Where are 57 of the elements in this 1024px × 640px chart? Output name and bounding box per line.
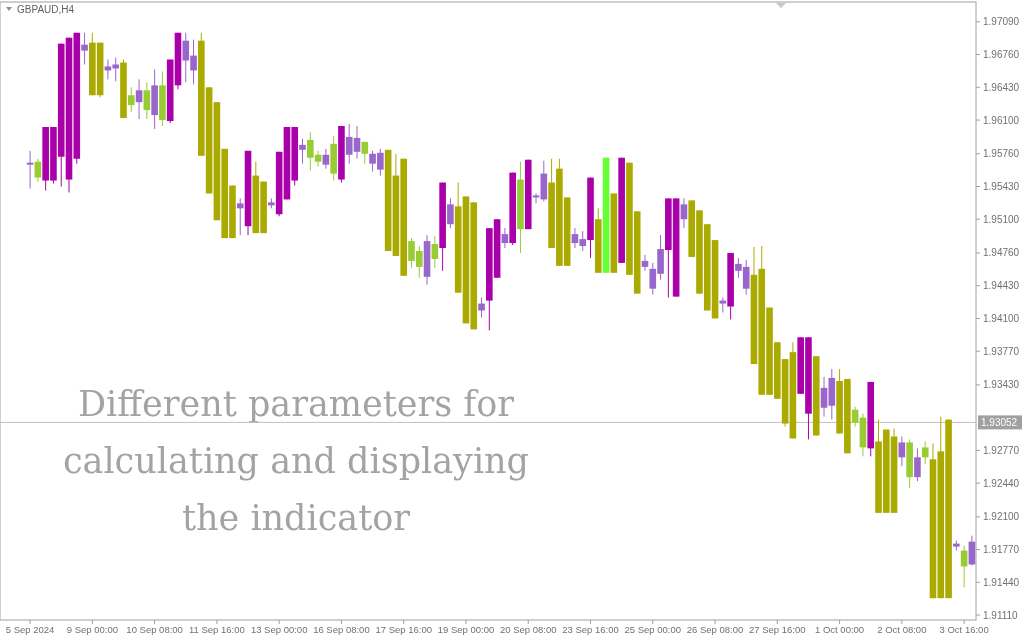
x-tick-label: 3 Oct 16:00 <box>939 624 989 635</box>
x-tick-label: 23 Sep 16:00 <box>562 624 619 635</box>
candlestick <box>532 192 540 204</box>
candlestick <box>898 435 906 467</box>
y-tick-label: 1.93770 <box>983 345 1020 357</box>
y-tick-label: 1.97090 <box>983 16 1020 28</box>
y-tick-label: 1.94760 <box>983 247 1020 259</box>
x-tick-label: 1 Oct 00:00 <box>815 624 865 635</box>
candlestick <box>34 158 42 183</box>
y-tick-label: 1.91110 <box>983 609 1019 621</box>
y-tick-label: 1.91440 <box>983 576 1020 588</box>
y-tick-label: 1.92100 <box>983 511 1020 523</box>
x-tick-label: 16 Sep 08:00 <box>313 624 370 635</box>
ref-line-label: 1.93052 <box>981 416 1018 428</box>
x-tick-label: 5 Sep 2024 <box>5 624 55 635</box>
candlestick <box>501 227 509 249</box>
x-tick-label: 25 Sep 00:00 <box>624 624 682 635</box>
x-tick-label: 19 Sep 00:00 <box>437 624 495 635</box>
candlestick <box>26 150 34 189</box>
candlestick <box>447 197 454 229</box>
candlestick <box>431 235 439 269</box>
x-tick-label: 10 Sep 08:00 <box>126 624 183 635</box>
y-tick-label: 1.95760 <box>983 148 1020 160</box>
y-tick-label: 1.94430 <box>983 280 1020 292</box>
candlestick <box>236 197 244 236</box>
x-tick-label: 2 Oct 08:00 <box>877 624 927 635</box>
x-tick-label: 9 Sep 00:00 <box>66 624 118 635</box>
x-tick-label: 27 Sep 16:00 <box>749 624 806 635</box>
x-tick-label: 13 Sep 00:00 <box>250 624 308 635</box>
y-tick-label: 1.96430 <box>983 81 1020 93</box>
x-tick-label: 11 Sep 16:00 <box>188 624 245 635</box>
candlestick <box>914 447 921 482</box>
y-tick-label: 1.92440 <box>983 477 1020 489</box>
y-tick-label: 1.95100 <box>983 213 1020 225</box>
y-tick-label: 1.92770 <box>983 444 1020 456</box>
candlestick <box>641 254 649 272</box>
candlestick <box>127 86 135 113</box>
x-tick-label: 17 Sep 16:00 <box>375 624 432 635</box>
candlestick <box>143 81 151 120</box>
chart-title: GBPAUD,H4 <box>17 4 75 15</box>
candlestick <box>478 297 485 318</box>
candlestick <box>921 440 929 465</box>
y-tick-label: 1.93430 <box>983 379 1020 391</box>
candlestick <box>81 32 88 65</box>
y-tick-label: 1.96100 <box>983 114 1020 126</box>
y-tick-label: 1.96760 <box>983 49 1020 61</box>
candlestick <box>680 197 688 229</box>
y-tick-label: 1.94100 <box>983 312 1020 324</box>
candlestick <box>322 148 330 170</box>
annotation: Different parameters for calculating and displaying the indicator <box>62 384 530 538</box>
x-tick-label: 26 Sep 08:00 <box>686 624 744 635</box>
candlestick <box>135 78 143 120</box>
candlestick <box>851 406 859 428</box>
x-tick-label: 20 Sep 08:00 <box>499 624 557 635</box>
candlestick <box>299 138 306 165</box>
y-tick-label: 1.91770 <box>983 544 1020 556</box>
y-tick-label: 1.95430 <box>983 181 1020 193</box>
